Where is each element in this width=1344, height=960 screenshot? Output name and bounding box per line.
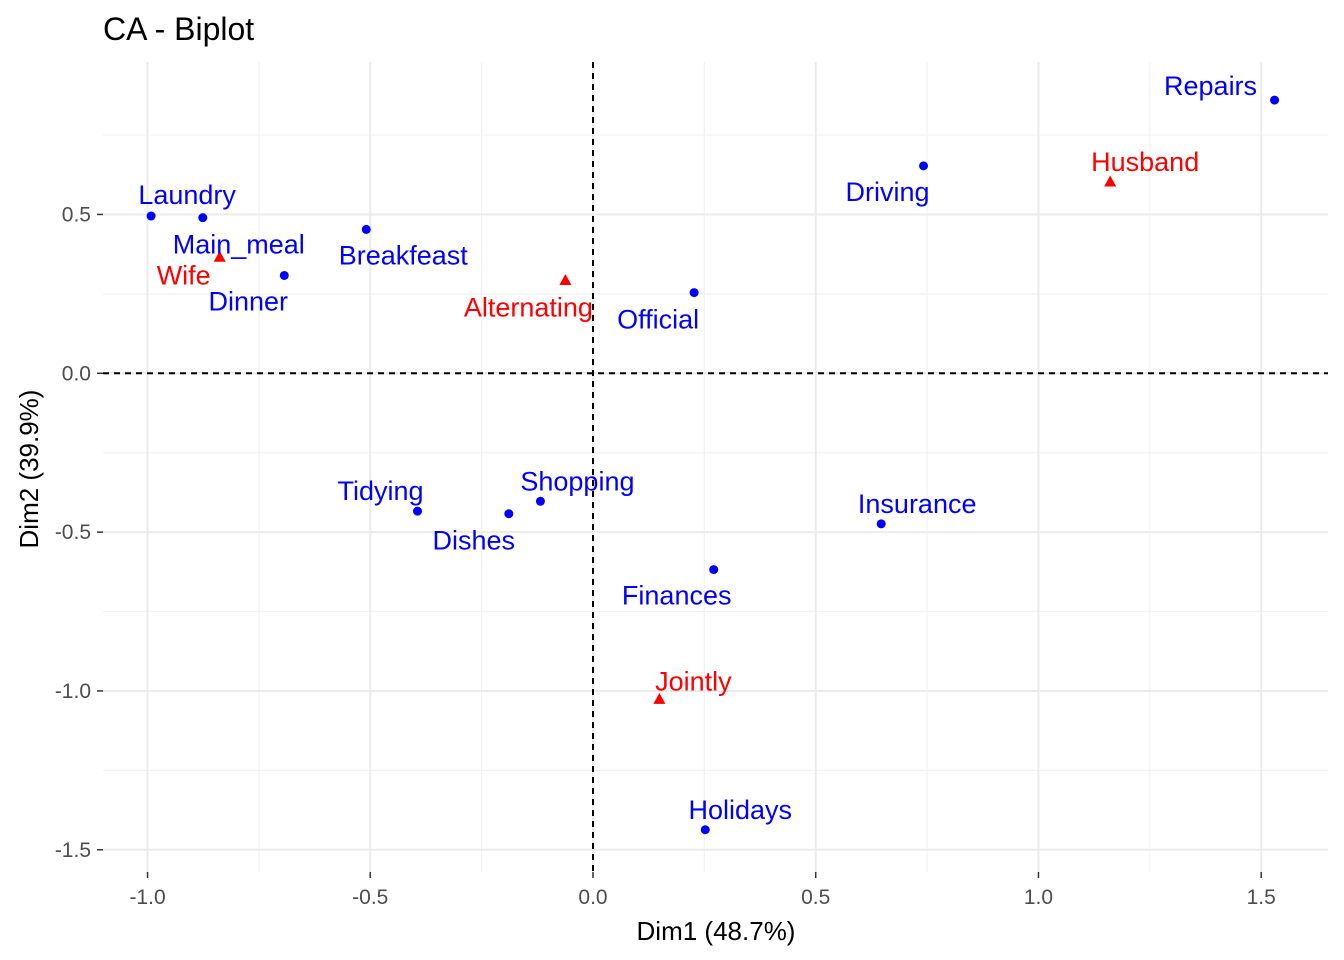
label-dinner: Dinner xyxy=(209,286,289,316)
y-tick-label: -1.0 xyxy=(55,680,91,703)
point-laundry xyxy=(146,211,156,221)
point-insurance xyxy=(876,519,886,529)
x-tick-label: 0.0 xyxy=(578,886,607,909)
x-tick-label: 1.0 xyxy=(1024,886,1053,909)
point-official xyxy=(689,288,699,298)
y-axis-title: Dim2 (39.9%) xyxy=(14,390,44,549)
label-official: Official xyxy=(617,305,699,335)
point-jointly xyxy=(653,692,666,704)
label-laundry: Laundry xyxy=(138,180,236,210)
point-breakfeast xyxy=(361,224,371,234)
label-holidays: Holidays xyxy=(688,795,792,825)
point-repairs xyxy=(1270,95,1280,105)
point-dinner xyxy=(279,270,289,280)
label-jointly: Jointly xyxy=(655,667,732,697)
point-labels: Laundry Main_meal Dinner Breakfeast Tidying D… xyxy=(138,71,1257,825)
label-dishes: Dishes xyxy=(433,526,516,556)
x-tick-label: -1.0 xyxy=(129,886,165,909)
label-driving: Driving xyxy=(846,177,930,207)
label-husband: Husband xyxy=(1091,147,1199,177)
label-shopping: Shopping xyxy=(520,466,634,496)
point-driving xyxy=(919,161,929,171)
label-main-meal: Main_meal xyxy=(173,230,305,260)
point-dishes xyxy=(504,509,514,519)
chart-title: CA - Biplot xyxy=(103,11,254,47)
data-points xyxy=(146,95,1280,835)
y-axis-ticks: 0.5 0.0 -0.5 -1.0 -1.5 xyxy=(55,203,103,862)
x-tick-label: -0.5 xyxy=(352,886,388,909)
grid-major xyxy=(103,62,1328,872)
label-wife: Wife xyxy=(157,260,211,290)
y-tick-label: 0.0 xyxy=(62,362,91,385)
x-tick-label: 1.5 xyxy=(1247,886,1276,909)
label-alternating: Alternating xyxy=(464,293,593,323)
point-alternating xyxy=(559,273,572,285)
y-tick-label: -1.5 xyxy=(55,839,91,862)
point-wife xyxy=(213,250,226,262)
point-tidying xyxy=(412,506,422,516)
grid-minor xyxy=(103,62,1328,872)
point-holidays xyxy=(700,825,710,835)
x-axis-ticks: -1.0 -0.5 0.0 0.5 1.0 1.5 xyxy=(129,872,1276,909)
point-shopping xyxy=(535,496,545,506)
label-tidying: Tidying xyxy=(337,476,423,506)
label-breakfeast: Breakfeast xyxy=(339,240,469,270)
reference-lines xyxy=(103,62,1328,872)
point-main-meal xyxy=(198,213,208,223)
y-tick-label: 0.5 xyxy=(62,203,91,226)
label-finances: Finances xyxy=(622,581,732,611)
point-finances xyxy=(709,565,719,575)
label-insurance: Insurance xyxy=(858,489,977,519)
label-repairs: Repairs xyxy=(1164,71,1257,101)
point-husband xyxy=(1104,175,1117,187)
x-axis-title: Dim1 (48.7%) xyxy=(637,916,796,946)
y-tick-label: -0.5 xyxy=(55,521,91,544)
x-tick-label: 0.5 xyxy=(801,886,830,909)
